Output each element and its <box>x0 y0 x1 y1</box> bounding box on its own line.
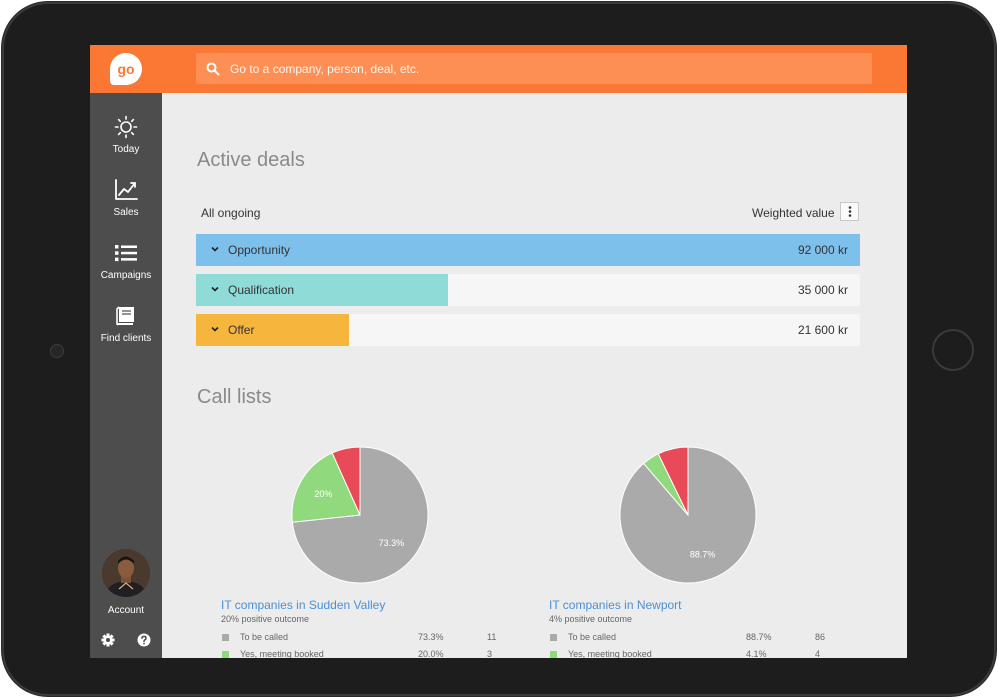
main-content: Active deals All ongoing Weighted value … <box>162 93 907 658</box>
active-deals-title: Active deals <box>197 149 305 171</box>
deal-bar <box>196 314 349 346</box>
legend-swatch <box>222 651 229 658</box>
sidebar: Today Sales Campaigns <box>90 93 162 658</box>
account-menu[interactable]: Account <box>90 549 162 616</box>
deals-filter[interactable]: All ongoing <box>201 206 261 220</box>
pie-slice-yes-meeting-booked <box>291 452 361 523</box>
sidebar-item-label: Find clients <box>100 333 152 344</box>
deal-bar <box>196 274 449 306</box>
legend-row: To be called 73.3% 11 <box>221 632 511 646</box>
legend-count: 11 <box>487 632 497 642</box>
pie-chart[interactable]: 88.7% <box>618 445 758 585</box>
sidebar-item-sales[interactable]: Sales <box>90 178 162 236</box>
pie-slice-no <box>331 446 361 516</box>
search-bar[interactable] <box>196 53 872 84</box>
search-icon <box>206 62 220 76</box>
legend-label: Yes, meeting booked <box>240 649 324 658</box>
call-list-title[interactable]: IT companies in Sudden Valley <box>221 598 386 612</box>
deal-row-opportunity[interactable]: Opportunity 92 000 kr <box>196 234 860 266</box>
chevron-down-icon[interactable] <box>210 244 220 254</box>
sidebar-item-label: Sales <box>113 207 139 218</box>
legend-count: 3 <box>487 649 493 658</box>
list-icon <box>114 241 138 265</box>
deal-row-qualification[interactable]: Qualification 35 000 kr <box>196 274 860 306</box>
legend-percent: 88.7% <box>746 632 772 642</box>
legend-swatch <box>222 634 229 641</box>
pie-svg: 88.7% <box>619 446 757 584</box>
home-button[interactable] <box>932 329 974 371</box>
legend-percent: 20.0% <box>418 649 444 658</box>
account-label: Account <box>107 605 145 616</box>
sidebar-item-campaigns[interactable]: Campaigns <box>90 241 162 299</box>
sidebar-item-today[interactable]: Today <box>90 115 162 173</box>
legend-swatch <box>550 634 557 641</box>
pie-data-label: 20% <box>314 489 332 499</box>
pie-svg: 73.3% 20% <box>291 446 429 584</box>
sun-icon <box>114 115 138 139</box>
chevron-down-icon[interactable] <box>210 284 220 294</box>
legend-label: To be called <box>568 632 617 642</box>
legend-percent: 4.1% <box>746 649 767 658</box>
deal-value: 21 600 kr <box>797 323 848 337</box>
more-vertical-icon <box>848 206 851 217</box>
call-list-title[interactable]: IT companies in Newport <box>549 598 682 612</box>
book-icon <box>114 304 138 328</box>
legend-percent: 73.3% <box>418 632 444 642</box>
top-bar: go <box>90 45 907 93</box>
call-list-subtitle: 4% positive outcome <box>549 614 633 624</box>
help-icon[interactable] <box>137 633 151 647</box>
legend-row: Yes, meeting booked 4.1% 4 <box>549 649 839 658</box>
sidebar-item-label: Today <box>112 144 140 155</box>
deal-name: Offer <box>228 323 255 337</box>
legend-row: Yes, meeting booked 20.0% 3 <box>221 649 511 658</box>
deals-sort-label[interactable]: Weighted value <box>752 206 835 220</box>
pie-slice-no <box>657 446 689 516</box>
more-options-button[interactable] <box>840 202 859 221</box>
app-logo[interactable]: go <box>110 53 142 85</box>
legend-swatch <box>550 651 557 658</box>
pie-chart[interactable]: 73.3% 20% <box>290 445 430 585</box>
chevron-down-icon[interactable] <box>210 324 220 334</box>
legend-label: To be called <box>240 632 289 642</box>
deal-name: Opportunity <box>228 243 291 257</box>
chart-line-icon <box>114 178 138 202</box>
deal-name: Qualification <box>228 283 295 297</box>
legend-count: 4 <box>815 649 821 658</box>
call-lists-title: Call lists <box>197 386 272 408</box>
deal-value: 92 000 kr <box>797 243 848 257</box>
pie-data-label: 73.3% <box>379 538 405 548</box>
deal-value: 35 000 kr <box>797 283 848 297</box>
sidebar-item-label: Campaigns <box>100 270 152 281</box>
legend-label: Yes, meeting booked <box>568 649 652 658</box>
legend-count: 86 <box>815 632 826 642</box>
app-screen: go Today <box>90 45 907 658</box>
gear-icon[interactable] <box>101 633 115 647</box>
deal-bar <box>196 234 860 266</box>
pie-data-label: 88.7% <box>690 550 716 560</box>
avatar[interactable] <box>102 549 150 597</box>
sidebar-item-find-clients[interactable]: Find clients <box>90 304 162 362</box>
search-input[interactable] <box>228 60 832 77</box>
front-camera <box>50 344 64 358</box>
call-list-subtitle: 20% positive outcome <box>221 614 310 624</box>
legend-row: To be called 88.7% 86 <box>549 632 839 646</box>
deal-row-offer[interactable]: Offer 21 600 kr <box>196 314 860 346</box>
